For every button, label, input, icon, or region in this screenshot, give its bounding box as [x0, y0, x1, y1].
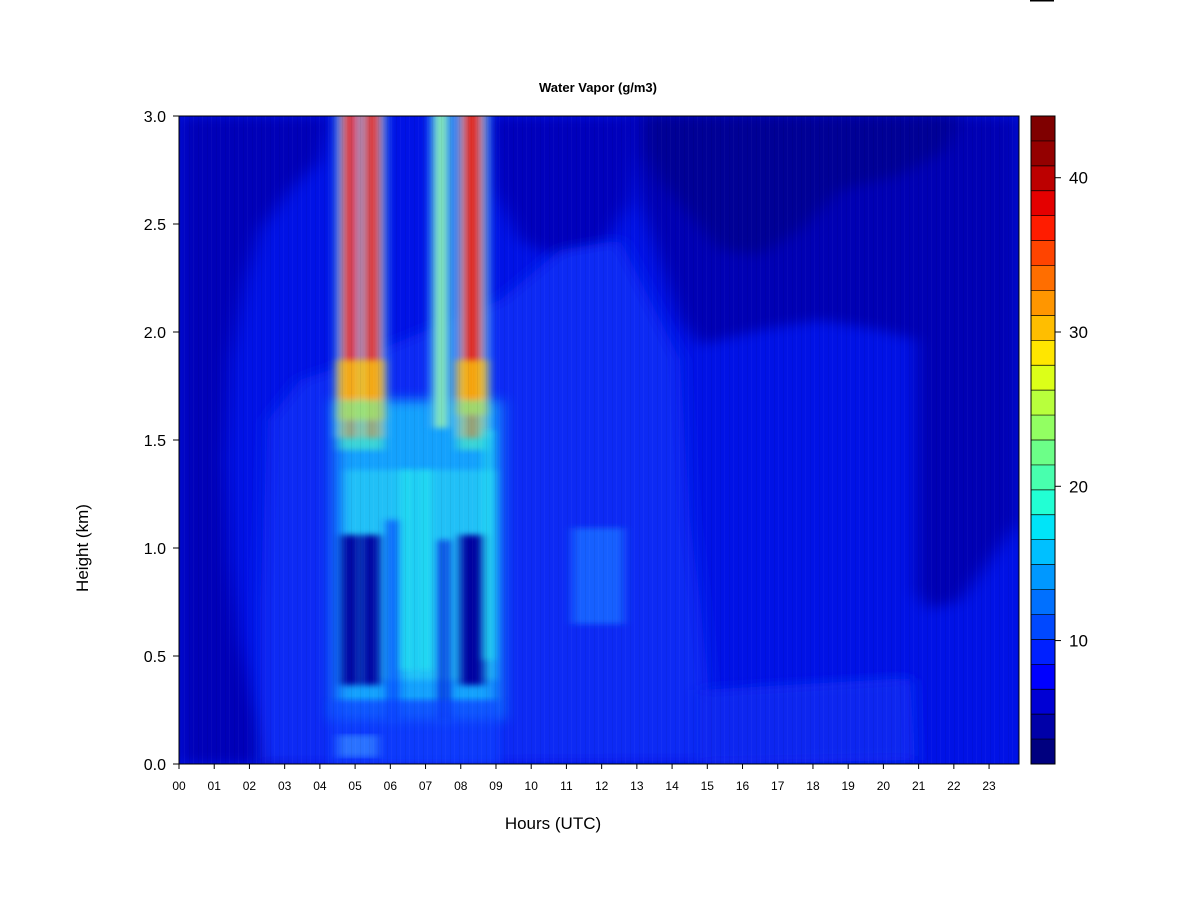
colorbar-swatch-17 [1031, 315, 1055, 341]
colorbar-frame [1030, 115, 1056, 765]
chart-title: Water Vapor (g/m3) [539, 80, 657, 95]
y-tick-label-0.0: 0.0 [144, 757, 166, 774]
colorbar-tick-label-10: 10 [1069, 632, 1088, 651]
colorbar-swatch-14 [1031, 390, 1055, 416]
colorbar-tick-label-40: 40 [1069, 169, 1088, 188]
x-tick-label-15: 15 [701, 779, 715, 793]
y-axis-label: Height (km) [73, 504, 92, 592]
y-tick-label-2.0: 2.0 [144, 325, 166, 342]
x-tick-label-20: 20 [877, 779, 891, 793]
colorbar-swatch-9 [1031, 514, 1055, 540]
x-tick-label-21: 21 [912, 779, 926, 793]
x-tick-label-02: 02 [243, 779, 257, 793]
x-tick-label-09: 09 [489, 779, 503, 793]
colorbar-swatch-12 [1031, 440, 1055, 466]
x-tick-label-07: 07 [419, 779, 433, 793]
x-tick-label-18: 18 [806, 779, 820, 793]
colorbar-swatch-18 [1031, 290, 1055, 316]
x-tick-label-01: 01 [208, 779, 222, 793]
colorbar-swatch-24 [1031, 140, 1055, 167]
x-tick-label-00: 00 [172, 779, 186, 793]
colorbar-swatch-25 [1031, 116, 1055, 142]
colorbar-swatch-3 [1031, 664, 1055, 690]
colorbar-swatch-8 [1031, 539, 1055, 565]
colorbar-swatch-2 [1031, 689, 1055, 715]
x-tick-label-17: 17 [771, 779, 785, 793]
colorbar-swatch-1 [1031, 714, 1055, 740]
y-tick-label-2.5: 2.5 [144, 217, 166, 234]
colorbar-tick-label-30: 30 [1069, 323, 1088, 342]
colorbar-swatch-6 [1031, 589, 1055, 615]
streak-texture [179, 116, 1019, 764]
x-tick-label-19: 19 [842, 779, 856, 793]
y-tick-label-1.5: 1.5 [144, 433, 166, 450]
x-axis-label: Hours (UTC) [505, 814, 601, 833]
colorbar-swatch-23 [1031, 165, 1055, 192]
x-tick-label-06: 06 [384, 779, 398, 793]
x-tick-label-08: 08 [454, 779, 468, 793]
colorbar-swatch-20 [1031, 240, 1055, 266]
x-tick-label-12: 12 [595, 779, 609, 793]
colorbar-swatch-22 [1031, 190, 1055, 216]
colorbar: 10 20 30 40 [1030, 115, 1088, 765]
y-axis: 0.0 0.5 1.0 1.5 2.0 2.5 3.0 [144, 109, 179, 774]
plot-area [179, 116, 1019, 764]
colorbar-swatch-19 [1031, 265, 1055, 291]
x-tick-label-10: 10 [525, 779, 539, 793]
colorbar-swatch-5 [1031, 614, 1055, 640]
colorbar-swatch-16 [1031, 340, 1055, 366]
y-tick-label-3.0: 3.0 [144, 109, 166, 126]
x-tick-label-23: 23 [982, 779, 996, 793]
x-axis: 00 01 02 03 04 05 06 07 08 09 10 11 12 13 14 15 16 17 18 19… [172, 764, 996, 793]
x-tick-label-13: 13 [630, 779, 644, 793]
x-tick-label-22: 22 [947, 779, 961, 793]
colorbar-swatch-15 [1031, 365, 1055, 391]
x-tick-label-16: 16 [736, 779, 750, 793]
colorbar-swatch-21 [1031, 215, 1055, 241]
x-tick-label-03: 03 [278, 779, 292, 793]
colorbar-swatch-0 [1031, 739, 1055, 765]
x-tick-label-04: 04 [313, 779, 327, 793]
colorbar-tick-label-20: 20 [1069, 477, 1088, 496]
y-tick-label-0.5: 0.5 [144, 649, 166, 666]
x-tick-label-14: 14 [665, 779, 679, 793]
colorbar-swatch-7 [1031, 564, 1055, 590]
x-tick-label-11: 11 [560, 779, 573, 793]
x-tick-label-05: 05 [348, 779, 362, 793]
colorbar-swatch-10 [1031, 489, 1055, 516]
colorbar-swatch-11 [1031, 464, 1055, 491]
y-tick-label-1.0: 1.0 [144, 541, 166, 558]
colorbar-swatch-13 [1031, 415, 1055, 441]
colorbar-swatch-4 [1031, 639, 1055, 665]
